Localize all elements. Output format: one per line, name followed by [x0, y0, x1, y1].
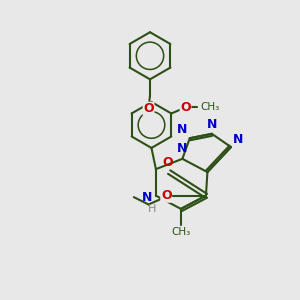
Text: N: N: [142, 190, 152, 204]
Text: N: N: [177, 123, 188, 136]
Text: N: N: [177, 142, 188, 155]
Text: O: O: [143, 102, 154, 115]
Text: O: O: [161, 189, 172, 202]
Text: N: N: [207, 118, 217, 131]
Text: H: H: [148, 204, 157, 214]
Text: O: O: [162, 155, 173, 169]
Text: CH₃: CH₃: [200, 102, 220, 112]
Text: N: N: [233, 133, 244, 146]
Text: CH₃: CH₃: [171, 226, 190, 237]
Text: O: O: [180, 100, 191, 113]
